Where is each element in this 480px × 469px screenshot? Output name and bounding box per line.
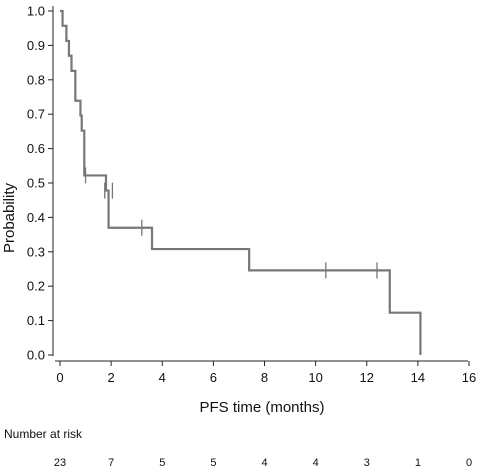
x-tick-label: 14 xyxy=(411,370,425,385)
x-tick-label: 0 xyxy=(56,370,63,385)
y-axis-label: Probability xyxy=(1,182,18,253)
risk-count: 0 xyxy=(466,457,472,469)
risk-count: 5 xyxy=(210,457,216,469)
risk-count: 7 xyxy=(108,457,114,469)
risk-count: 5 xyxy=(159,457,165,469)
y-tick-label: 0.7 xyxy=(27,107,45,122)
risk-counts: 23 7 5 5 4 4 3 1 0 xyxy=(54,457,472,469)
risk-count: 23 xyxy=(54,457,66,469)
survival-curve xyxy=(60,9,422,355)
y-tick-label: 0.4 xyxy=(27,210,45,225)
x-tick-label: 10 xyxy=(308,370,322,385)
y-tick-label: 0.0 xyxy=(27,348,45,363)
y-tick-label: 0.1 xyxy=(27,313,45,328)
risk-table: Number at risk 23 7 5 5 4 4 3 1 0 xyxy=(4,427,472,469)
x-tick-label: 8 xyxy=(261,370,268,385)
risk-count: 4 xyxy=(313,457,319,469)
risk-table-title: Number at risk xyxy=(4,427,83,441)
risk-count: 4 xyxy=(261,457,267,469)
y-tick-label: 0.3 xyxy=(27,244,45,259)
y-tick-label: 0.2 xyxy=(27,279,45,294)
y-tick-label: 0.5 xyxy=(27,176,45,191)
plot-area xyxy=(60,9,422,355)
y-tick-label: 0.9 xyxy=(27,38,45,53)
censor-marks xyxy=(84,167,378,279)
y-tick-label: 0.8 xyxy=(27,72,45,87)
y-tick-label: 1.0 xyxy=(27,4,45,19)
y-tick-label: 0.6 xyxy=(27,141,45,156)
risk-count: 1 xyxy=(415,457,421,469)
risk-count: 3 xyxy=(364,457,370,469)
y-ticks: 0.0 0.1 0.2 0.3 0.4 0.5 0.6 0.7 0.8 0.9 1.0 xyxy=(27,4,53,363)
x-tick-label: 6 xyxy=(210,370,217,385)
x-ticks: 0 2 4 6 8 10 12 14 16 xyxy=(56,361,476,385)
x-tick-label: 16 xyxy=(462,370,476,385)
x-axis-label: PFS time (months) xyxy=(199,399,324,416)
x-axis: 0 2 4 6 8 10 12 14 16 PFS time (months) xyxy=(55,360,476,416)
x-tick-label: 2 xyxy=(108,370,115,385)
x-tick-label: 12 xyxy=(360,370,374,385)
x-tick-label: 4 xyxy=(159,370,166,385)
y-axis: 0.0 0.1 0.2 0.3 0.4 0.5 0.6 0.7 0.8 0.9 1.0 Probab… xyxy=(1,4,54,363)
